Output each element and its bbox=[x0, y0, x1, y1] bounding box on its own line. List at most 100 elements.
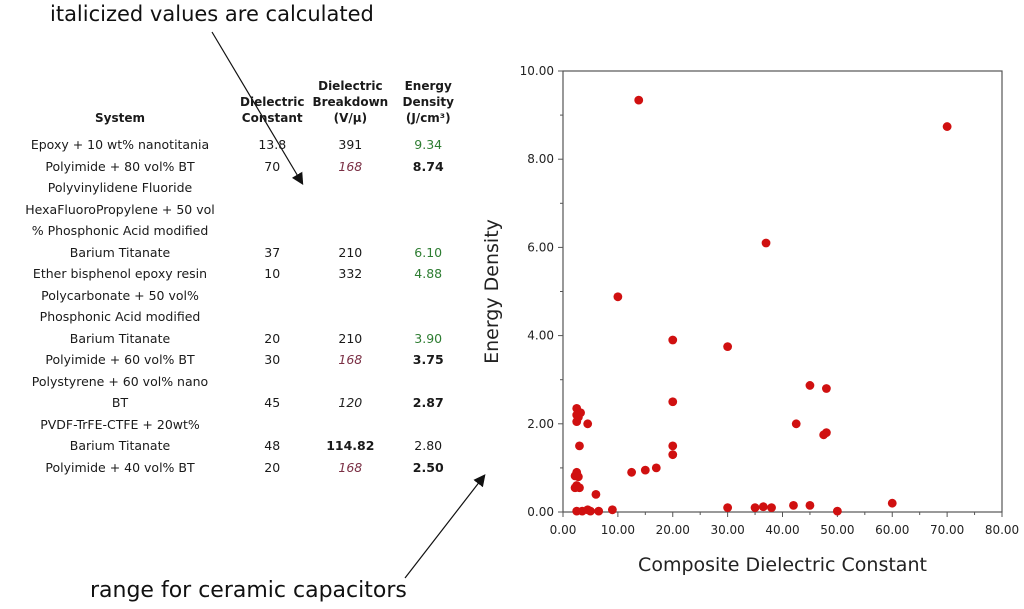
data-point bbox=[575, 483, 584, 493]
dielectric-breakdown-value: 168 bbox=[338, 352, 363, 367]
annotation-calculated-note: italicized values are calculated bbox=[50, 2, 374, 26]
data-point bbox=[723, 503, 733, 512]
data-point bbox=[586, 506, 595, 516]
dielectric-constant-value: 70 bbox=[264, 158, 281, 174]
system-name: HexaFluoroPropylene + 50 vol bbox=[25, 201, 215, 217]
x-tick-label: 80.00 bbox=[985, 523, 1019, 537]
table-row: Epoxy + 10 wt% nanotitania 13.8 391 9.34 bbox=[4, 134, 464, 156]
data-point bbox=[668, 450, 678, 460]
data-point bbox=[791, 419, 801, 429]
dielectric-breakdown-value: 120 bbox=[338, 395, 363, 410]
system-name: PVDF-TrFE-CTFE + 20wt% bbox=[40, 416, 200, 432]
table-row: Polycarbonate + 50 vol% bbox=[4, 285, 464, 307]
energy-density-value: 2.50 bbox=[412, 459, 444, 475]
data-point bbox=[607, 505, 617, 515]
arrow-to-calculated-value bbox=[211, 31, 304, 186]
y-tick-label: 6.00 bbox=[527, 240, 554, 254]
dielectric-constant-value: 20 bbox=[264, 459, 281, 475]
systems-table: System Dielectric Constant Dielectric Brea… bbox=[4, 74, 464, 478]
dielectric-constant-value: 10 bbox=[264, 266, 281, 281]
table-row: BT 45 120 2.87 bbox=[4, 392, 464, 414]
x-tick-label: 40.00 bbox=[765, 523, 799, 537]
x-tick-label: 0.00 bbox=[550, 523, 577, 537]
data-point bbox=[668, 397, 678, 407]
data-point bbox=[758, 502, 768, 512]
x-tick-label: 50.00 bbox=[820, 523, 854, 537]
data-point bbox=[767, 503, 776, 512]
x-tick-label: 60.00 bbox=[875, 523, 909, 537]
table-row: Ether bisphenol epoxy resin 10 332 4.88 bbox=[4, 263, 464, 285]
data-point bbox=[805, 500, 815, 510]
dielectric-breakdown-value: 114.82 bbox=[326, 438, 375, 453]
data-point bbox=[887, 498, 897, 508]
data-point bbox=[942, 122, 952, 131]
data-point bbox=[822, 384, 831, 393]
data-point bbox=[575, 441, 584, 451]
table-row: Polyvinylidene Fluoride bbox=[4, 177, 464, 199]
data-point bbox=[634, 95, 644, 105]
data-point bbox=[583, 419, 593, 429]
dielectric-constant-value: 48 bbox=[264, 438, 281, 453]
header-energy-density: Energy Density (J/cm³) bbox=[402, 79, 454, 125]
energy-density-value: 2.87 bbox=[412, 395, 444, 410]
data-point bbox=[640, 465, 650, 475]
header-dielectric-constant: Dielectric Constant bbox=[240, 95, 305, 125]
data-point bbox=[819, 430, 829, 440]
system-name: Polyvinylidene Fluoride bbox=[47, 180, 193, 195]
data-point bbox=[627, 467, 636, 477]
dielectric-constant-value: 30 bbox=[264, 352, 281, 367]
dielectric-breakdown-value: 210 bbox=[338, 244, 363, 260]
dielectric-constant-value: 20 bbox=[264, 330, 281, 346]
system-name: Polycarbonate + 50 vol% bbox=[41, 287, 199, 303]
energy-density-value: 4.88 bbox=[414, 266, 443, 281]
data-point bbox=[594, 506, 604, 516]
header-system: System bbox=[95, 111, 145, 125]
system-name: Epoxy + 10 wt% nanotitania bbox=[30, 137, 210, 152]
dielectric-constant-value: 37 bbox=[264, 244, 281, 260]
system-name: Polyimide + 60 vol% BT bbox=[45, 352, 195, 367]
data-point bbox=[789, 500, 798, 510]
system-name: Phosphonic Acid modified bbox=[39, 309, 201, 324]
plot-frame bbox=[562, 70, 1003, 513]
system-name: Polyimide + 80 vol% BT bbox=[45, 158, 195, 174]
dielectric-breakdown-value: 332 bbox=[338, 266, 363, 281]
table-header-row: System Dielectric Constant Dielectric Brea… bbox=[4, 74, 464, 134]
arrow-to-ceramic-range bbox=[404, 474, 486, 579]
data-point bbox=[668, 335, 678, 345]
data-point bbox=[761, 238, 771, 248]
table-row: Polyimide + 40 vol% BT 20 168 2.50 bbox=[4, 457, 464, 479]
table-row: Barium Titanate 48 114.82 2.80 bbox=[4, 435, 464, 457]
y-tick-label: 2.00 bbox=[527, 417, 554, 431]
x-tick-label: 30.00 bbox=[710, 523, 744, 537]
y-tick-label: 0.00 bbox=[527, 505, 554, 519]
system-name: Barium Titanate bbox=[69, 330, 171, 346]
data-point bbox=[668, 441, 678, 451]
table-row: Barium Titanate 37 210 6.10 bbox=[4, 242, 464, 264]
y-tick-label: 8.00 bbox=[527, 152, 554, 166]
x-tick-label: 10.00 bbox=[601, 523, 635, 537]
data-point bbox=[591, 489, 601, 499]
table-row: % Phosphonic Acid modified bbox=[4, 220, 464, 242]
system-name: Barium Titanate bbox=[69, 438, 171, 453]
energy-density-value: 3.90 bbox=[414, 330, 443, 346]
energy-density-value: 3.75 bbox=[412, 352, 444, 367]
dielectric-constant-value: 13.8 bbox=[258, 137, 287, 152]
dielectric-breakdown-value: 168 bbox=[338, 459, 363, 475]
table-row: PVDF-TrFE-CTFE + 20wt% bbox=[4, 414, 464, 436]
energy-density-value: 2.80 bbox=[414, 438, 443, 453]
system-name: BT bbox=[111, 395, 129, 410]
annotation-ceramic-range: range for ceramic capacitors bbox=[90, 578, 407, 603]
y-tick-label: 4.00 bbox=[527, 329, 554, 343]
system-name: % Phosphonic Acid modified bbox=[31, 223, 209, 238]
energy-density-value: 8.74 bbox=[412, 158, 444, 174]
dielectric-breakdown-value: 168 bbox=[338, 158, 363, 174]
data-point bbox=[832, 506, 842, 516]
system-name: Barium Titanate bbox=[69, 244, 171, 260]
data-point bbox=[613, 292, 623, 302]
header-dielectric-breakdown: Dielectric Breakdown (V/μ) bbox=[312, 79, 389, 125]
energy-density-value: 6.10 bbox=[414, 244, 443, 260]
table-row: Polystyrene + 60 vol% nano bbox=[4, 371, 464, 393]
table-row: Polyimide + 80 vol% BT 70 168 8.74 bbox=[4, 156, 464, 178]
system-name: Ether bisphenol epoxy resin bbox=[32, 266, 208, 281]
